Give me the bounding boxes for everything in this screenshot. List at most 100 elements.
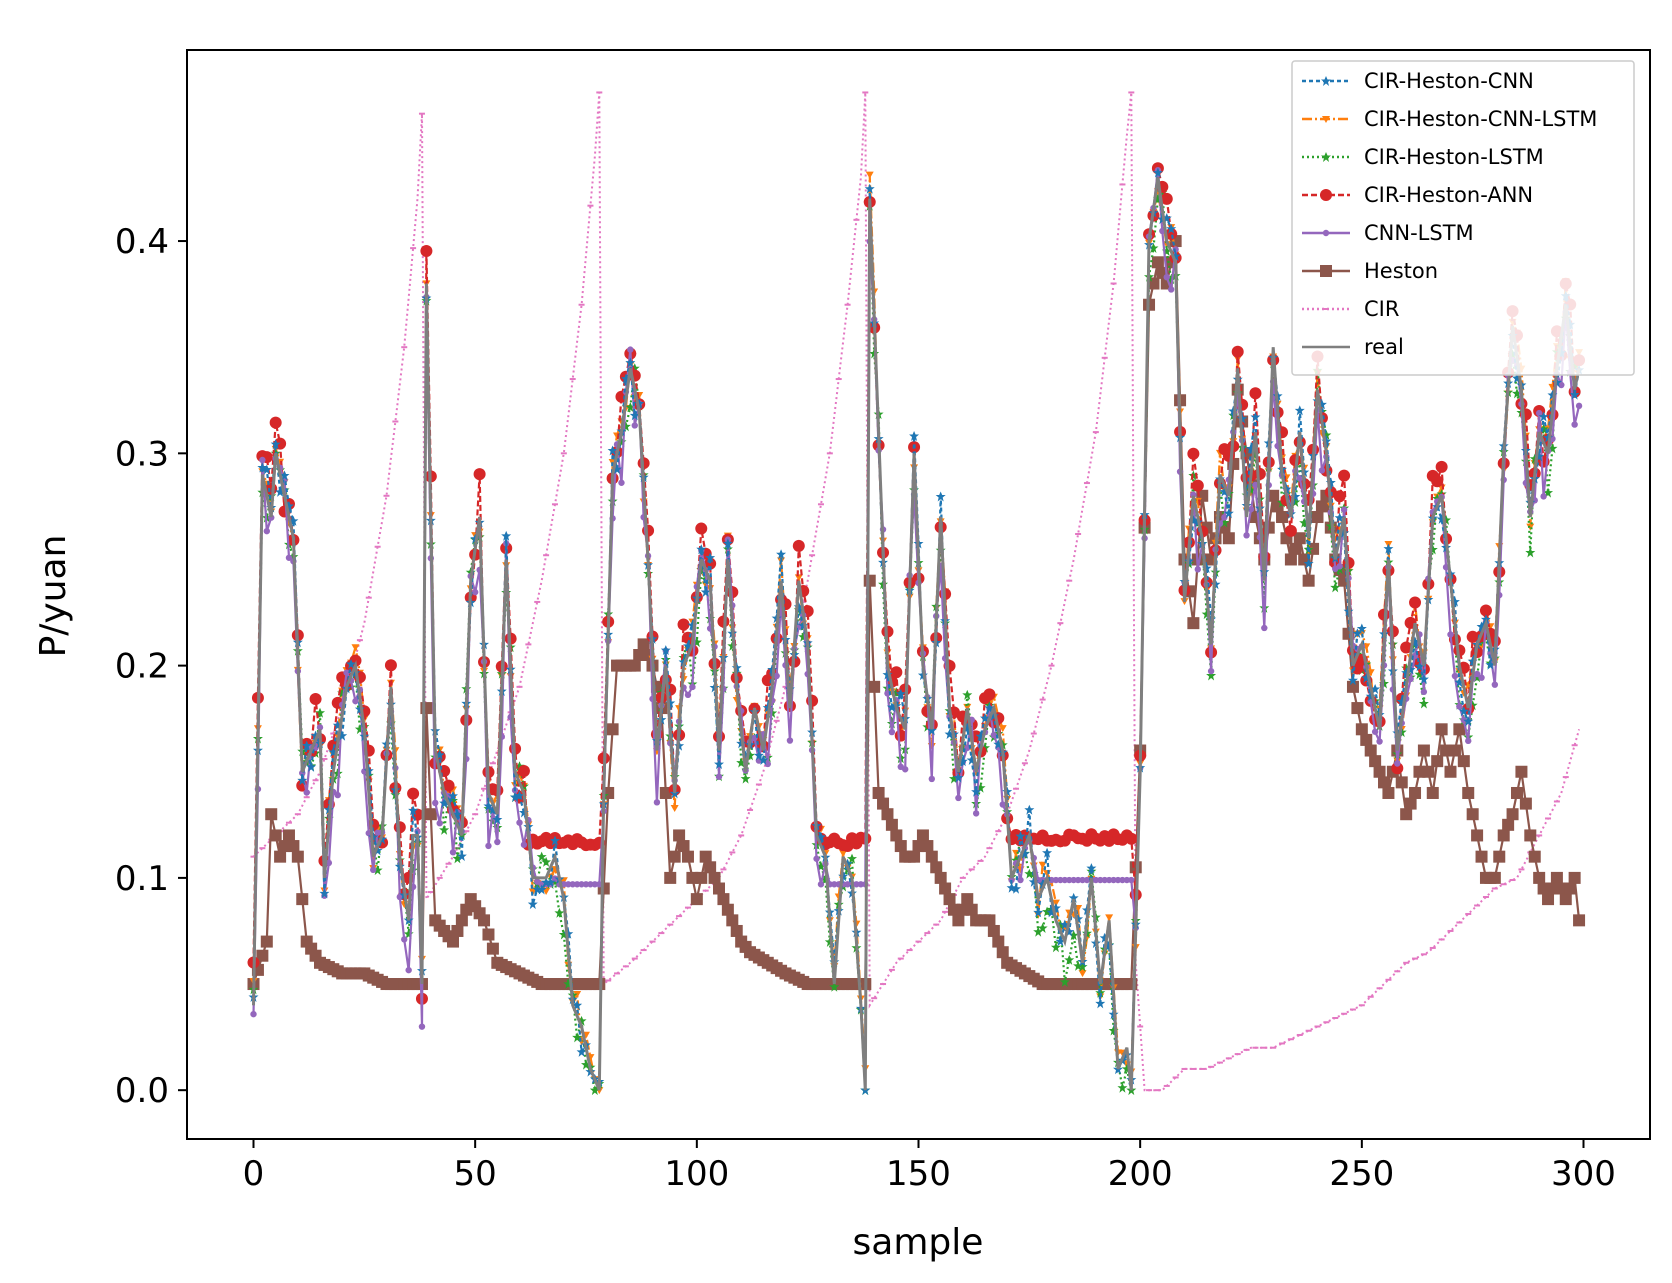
data-point-ann — [269, 416, 282, 429]
legend-item-real: real — [1302, 335, 1404, 359]
data-point-cnn — [1166, 223, 1177, 234]
data-point-cnn — [798, 620, 809, 631]
data-point-cl — [370, 866, 377, 874]
data-point-lstm — [1059, 976, 1070, 987]
data-point-ann — [792, 539, 805, 552]
data-point-cnn — [456, 851, 467, 862]
data-point-ann — [420, 244, 433, 257]
data-point-cnn — [1024, 804, 1035, 815]
plot-area — [247, 91, 1586, 1096]
series-line-real — [252, 177, 1581, 1091]
data-point-cl — [485, 842, 492, 850]
data-point-cnn — [975, 731, 986, 742]
data-point-cl — [928, 775, 935, 783]
data-point-cl — [999, 801, 1006, 808]
data-point-lstm — [1050, 942, 1061, 953]
data-point-cnn — [1334, 512, 1345, 523]
data-point-cl — [494, 838, 501, 846]
data-point-lstm — [1441, 515, 1452, 526]
data-point-heston — [1497, 829, 1510, 842]
data-point-cl — [955, 794, 962, 802]
data-point-ann — [1125, 832, 1138, 845]
data-point-lstm — [1024, 868, 1035, 879]
data-point-cnn — [1325, 477, 1336, 488]
data-point-lstm — [629, 363, 640, 374]
data-point-cnn — [1569, 389, 1580, 400]
data-point-ann — [1479, 604, 1492, 617]
data-point-heston — [925, 850, 938, 863]
data-point-heston — [265, 808, 278, 821]
data-point-ann — [1391, 762, 1404, 775]
data-point-heston — [1511, 786, 1523, 799]
data-point-ann — [1165, 227, 1178, 240]
data-point-cnn — [301, 740, 312, 751]
data-point-cnn — [665, 698, 676, 709]
data-point-cl — [591, 881, 599, 888]
data-point-heston — [1426, 786, 1439, 799]
data-point-cl — [1083, 876, 1091, 884]
data-point-cl — [653, 799, 661, 806]
data-point-cl — [259, 456, 266, 464]
data-point-cl — [1447, 631, 1454, 638]
data-point-heston — [996, 946, 1009, 959]
data-point-lstm — [962, 689, 973, 700]
data-point-lstm — [1525, 547, 1536, 558]
data-point-heston — [908, 850, 921, 863]
data-point-heston — [1267, 489, 1280, 502]
data-point-cl — [1017, 876, 1024, 884]
data-point-cl — [1571, 421, 1578, 428]
data-point-cl — [1097, 876, 1104, 884]
data-point-heston — [713, 882, 725, 895]
data-point-cl — [1394, 760, 1401, 767]
data-point-cnnlstm — [670, 805, 679, 813]
data-point-cnn — [1383, 543, 1394, 554]
data-point-heston — [1404, 797, 1417, 810]
data-point-ann — [1191, 479, 1204, 492]
data-point-lstm — [798, 631, 809, 642]
data-point-cnn — [448, 790, 458, 801]
data-point-heston — [1528, 850, 1541, 863]
data-point-heston — [1462, 786, 1475, 799]
data-point-heston — [1276, 511, 1289, 524]
data-point-cl — [1114, 876, 1122, 884]
data-point-cnn — [536, 884, 547, 895]
data-point-heston — [1409, 786, 1422, 799]
data-point-heston — [1524, 829, 1537, 842]
data-point-cnn — [279, 470, 290, 481]
data-point-ann — [704, 557, 717, 570]
data-point-cnn — [483, 801, 494, 812]
data-point-cnn — [1152, 167, 1163, 178]
data-point-cl — [1491, 681, 1499, 688]
data-point-heston — [730, 924, 743, 937]
y-tick-label: 0.1 — [115, 859, 169, 899]
data-point-cnn — [740, 750, 751, 761]
data-point-cnn — [815, 831, 826, 842]
data-point-cnn — [957, 756, 968, 767]
data-point-cnn — [1370, 684, 1381, 695]
data-point-lstm — [1055, 919, 1066, 930]
data-point-cnn — [962, 722, 973, 733]
data-point-cnn — [909, 431, 920, 442]
data-point-cnn — [1011, 883, 1022, 894]
data-point-cnn — [1037, 879, 1048, 890]
data-point-cl — [813, 855, 820, 862]
data-point-cnnlstm — [963, 703, 972, 711]
data-point-lstm — [1290, 496, 1301, 507]
data-point-cnn — [434, 749, 445, 760]
data-point-lstm — [1472, 672, 1483, 683]
data-point-cnn — [532, 884, 543, 895]
data-point-cnnlstm — [573, 990, 582, 998]
data-point-cnn — [722, 538, 733, 549]
data-point-lstm — [354, 724, 365, 735]
data-point-ann — [1338, 469, 1351, 482]
x-tick-label: 0 — [243, 1154, 265, 1194]
data-point-cnn — [776, 549, 787, 560]
data-point-cnnlstm — [1078, 970, 1087, 978]
data-point-cnn — [408, 805, 419, 816]
data-point-cnn — [1042, 847, 1053, 858]
data-point-cnn — [275, 486, 286, 497]
data-point-cnn — [514, 790, 525, 801]
data-point-heston — [695, 871, 708, 884]
data-point-lstm — [829, 981, 840, 992]
data-point-cnn — [1467, 656, 1478, 667]
